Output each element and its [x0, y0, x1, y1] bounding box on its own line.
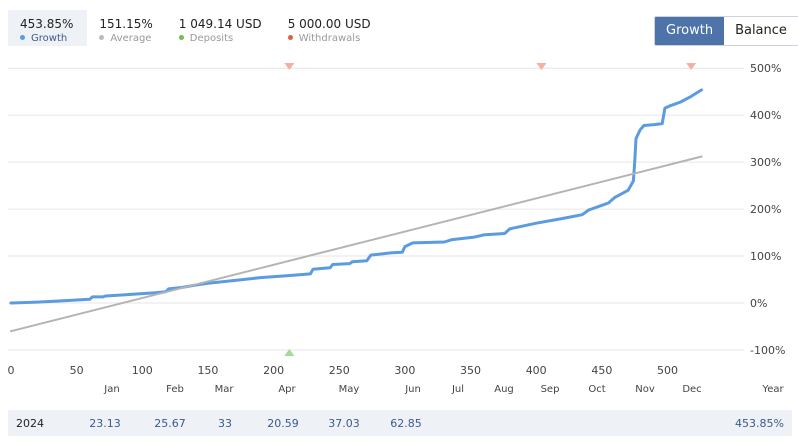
withdrawal-marker [284, 63, 295, 70]
stat-growth[interactable]: 453.85% Growth [8, 10, 88, 46]
month-label-feb: Feb [166, 384, 184, 395]
deposit-marker [284, 349, 295, 356]
month-label-year: Year [762, 384, 784, 395]
growth-chart[interactable]: 500% 400% 300% 200% 100% 0% -100% 0 50 100 150 200 2… [0, 60, 798, 380]
withdrawals-dot-icon [287, 35, 293, 40]
stat-average-value: 151.15% [99, 17, 153, 31]
y-tick-label: 200% [750, 203, 781, 216]
month-value-mar: 33 [218, 417, 232, 430]
x-tick-label: 0 [8, 364, 15, 377]
month-value-feb: 25.67 [154, 417, 186, 430]
month-label-nov: Nov [635, 384, 655, 395]
x-tick-label: 150 [197, 364, 218, 377]
month-value-jan: 23.13 [89, 417, 121, 430]
x-tick-label: 400 [526, 364, 547, 377]
month-label-dec: Dec [682, 384, 702, 395]
month-label-aug: Aug [494, 384, 514, 395]
y-tick-label: 400% [750, 109, 781, 122]
balance-button[interactable]: Balance [724, 17, 798, 45]
month-value-apr: 20.59 [267, 417, 299, 430]
chart-mode-toggle: Growth Balance [654, 16, 798, 46]
x-tick-label: 350 [460, 364, 481, 377]
month-label-jan: Jan [104, 384, 120, 395]
stat-growth-label: Growth [31, 33, 68, 44]
y-tick-label: 100% [750, 250, 781, 263]
x-tick-label: 100 [132, 364, 153, 377]
deposits-dot-icon [178, 35, 184, 40]
month-label-apr: Apr [278, 384, 296, 395]
year-label: 2024 [16, 417, 44, 430]
x-tick-label: 50 [70, 364, 84, 377]
summary-stats: 453.85% Growth 151.15% Average 1 049.14 … [8, 10, 385, 52]
growth-button[interactable]: Growth [655, 17, 725, 45]
month-value-jun: 62.85 [390, 417, 422, 430]
y-tick-label: 0% [750, 297, 767, 310]
stat-deposits[interactable]: 1 049.14 USD Deposits [167, 10, 276, 46]
stat-deposits-value: 1 049.14 USD [178, 17, 262, 31]
x-tick-label: 300 [394, 364, 415, 377]
y-tick-label: 500% [750, 62, 781, 75]
stat-average[interactable]: 151.15% Average [87, 10, 166, 46]
month-value-may: 37.03 [328, 417, 360, 430]
average-series-line [10, 155, 703, 333]
withdrawal-marker [536, 63, 547, 70]
month-label-sep: Sep [540, 384, 560, 395]
stat-withdrawals[interactable]: 5 000.00 USD Withdrawals [276, 10, 385, 46]
stat-growth-value: 453.85% [20, 17, 74, 31]
y-tick-label: -100% [750, 344, 785, 357]
month-label-jul: Jul [451, 384, 465, 395]
x-tick-label: 450 [591, 364, 612, 377]
month-axis: Jan Feb Mar Apr May Jun Jul Aug Sep Oct … [0, 384, 798, 404]
month-label-oct: Oct [588, 384, 606, 395]
year-summary-row: 2024 23.13 25.67 33 20.59 37.03 62.85 45… [8, 410, 792, 436]
year-total-value: 453.85% [735, 417, 784, 430]
x-tick-label: 500 [657, 364, 678, 377]
average-dot-icon [99, 35, 105, 40]
y-tick-label: 300% [750, 156, 781, 169]
stat-withdrawals-label: Withdrawals [298, 33, 361, 44]
month-label-mar: Mar [214, 384, 234, 395]
stat-average-label: Average [110, 33, 152, 44]
x-tick-label: 200 [263, 364, 284, 377]
stat-withdrawals-value: 5 000.00 USD [287, 17, 371, 31]
month-label-may: May [338, 384, 360, 395]
month-label-jun: Jun [405, 384, 421, 395]
x-tick-label: 250 [329, 364, 350, 377]
withdrawal-marker [686, 63, 697, 70]
growth-dot-icon [20, 35, 25, 40]
growth-series-line [9, 88, 704, 305]
stat-deposits-label: Deposits [189, 33, 234, 44]
